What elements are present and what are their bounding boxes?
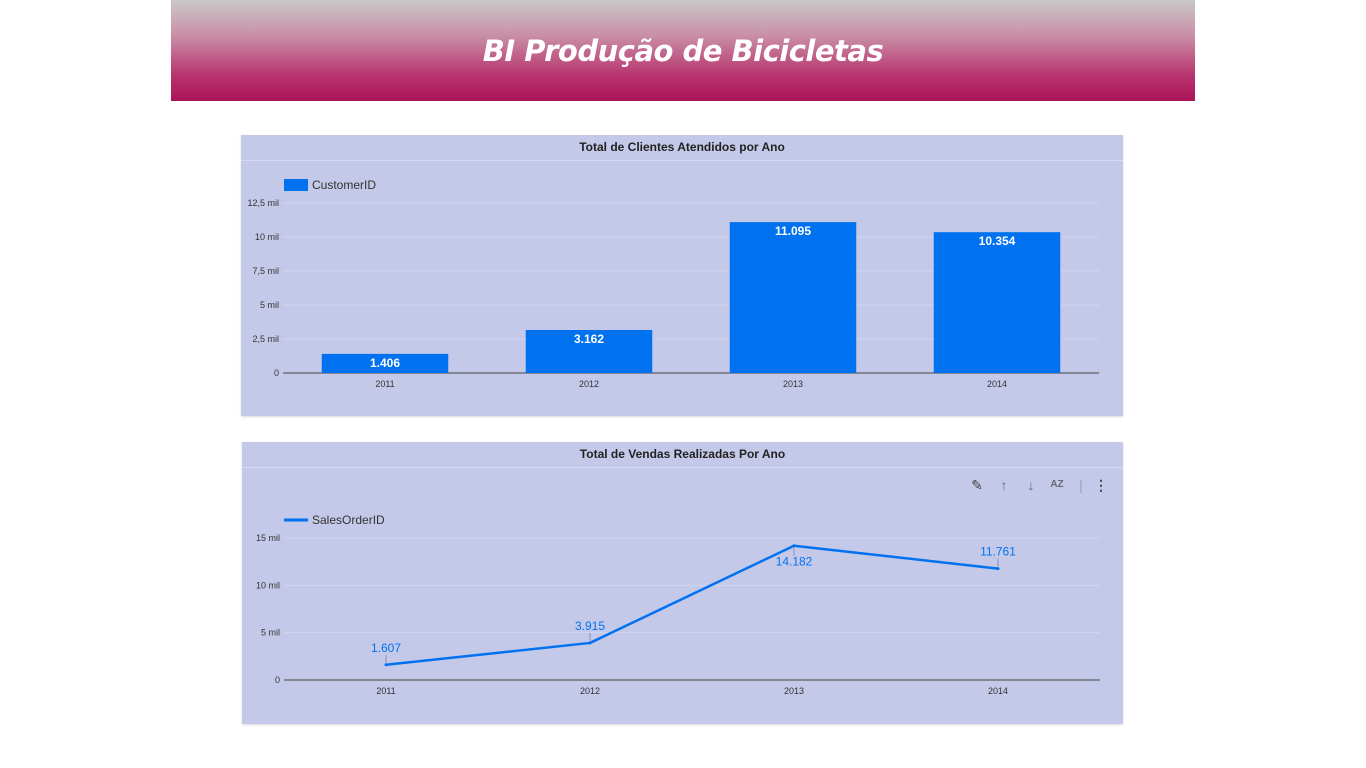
y-tick-label: 10 mil [255, 232, 279, 242]
data-label: 1.406 [370, 356, 400, 370]
y-tick-label: 0 [275, 675, 280, 685]
x-tick-label: 2013 [783, 379, 803, 389]
x-tick-label: 2011 [375, 379, 394, 389]
chart-title: Total de Clientes Atendidos por Ano [241, 135, 1123, 161]
y-tick-label: 2,5 mil [252, 334, 279, 344]
pencil-icon[interactable]: ✎ [971, 477, 983, 493]
data-label: 11.095 [775, 224, 811, 238]
x-tick-label: 2013 [784, 686, 804, 696]
legend-label: SalesOrderID [312, 513, 385, 527]
bar [525, 329, 653, 373]
arrow-up-icon[interactable]: ↑ [1000, 477, 1008, 493]
bar [729, 222, 857, 373]
x-tick-label: 2014 [988, 686, 1008, 696]
sort-az-icon[interactable]: AZ [1050, 479, 1064, 490]
customers-chart-panel[interactable]: Total de Clientes Atendidos por Ano 0 2,5… [241, 135, 1123, 416]
page-title: BI Produção de Bicicletas [482, 33, 884, 68]
toolbar-divider: | [1079, 477, 1083, 493]
data-label: 3.915 [575, 619, 605, 633]
series-line [385, 544, 999, 667]
y-tick-label: 0 [274, 368, 279, 378]
sales-line-chart: 0 5 mil 10 mil 15 mil 2011 2012 2013 2014 SalesO… [256, 513, 1100, 696]
bar [933, 232, 1061, 373]
data-label: 3.162 [574, 332, 604, 346]
y-tick-label: 7,5 mil [252, 266, 279, 276]
customers-bar-chart: 0 2,5 mil 5 mil 7,5 mil 10 mil 12,5 mil 2011 20… [247, 178, 1099, 389]
y-tick-label: 15 mil [256, 533, 280, 543]
sales-chart-panel[interactable]: Total de Vendas Realizadas Por Ano ✎ ↑ ↓… [242, 442, 1123, 724]
y-tick-label: 5 mil [260, 300, 279, 310]
y-tick-label: 12,5 mil [247, 198, 279, 208]
x-tick-label: 2012 [580, 686, 600, 696]
data-point [996, 567, 1000, 571]
header-banner: BI Produção de Bicicletas [171, 0, 1195, 101]
data-point [384, 663, 388, 667]
chart-title: Total de Vendas Realizadas Por Ano [242, 442, 1123, 468]
y-tick-label: 10 mil [256, 580, 280, 590]
data-point [588, 641, 592, 645]
data-label: 10.354 [979, 234, 1016, 248]
data-label: 1.607 [371, 641, 401, 655]
arrow-down-icon[interactable]: ↓ [1027, 477, 1035, 493]
x-tick-label: 2014 [987, 379, 1007, 389]
x-tick-label: 2012 [579, 379, 599, 389]
bar [321, 353, 449, 373]
x-tick-label: 2011 [376, 686, 395, 696]
more-vert-icon[interactable]: ⋮ [1094, 477, 1108, 493]
legend-swatch [284, 179, 308, 191]
legend-label: CustomerID [312, 178, 376, 192]
data-label: 14.182 [776, 555, 813, 569]
y-tick-label: 5 mil [261, 628, 280, 638]
data-point [792, 544, 796, 548]
data-label: 11.761 [980, 545, 1016, 559]
